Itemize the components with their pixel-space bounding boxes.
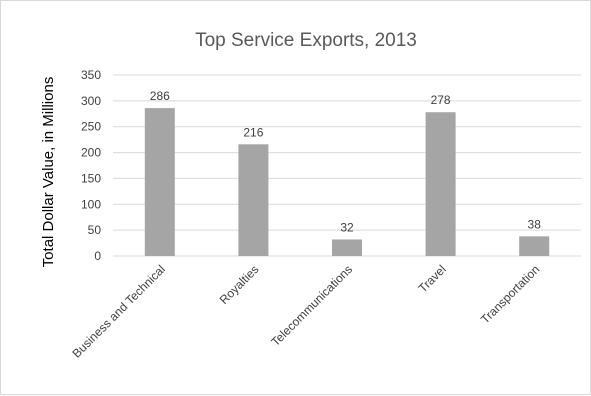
category-label: Business and Technical bbox=[69, 262, 167, 360]
bar bbox=[144, 108, 175, 257]
bar bbox=[519, 236, 550, 256]
category-labels: Business and Technical Royalties Telecommu… bbox=[69, 262, 542, 360]
bar-value-label: 38 bbox=[528, 217, 542, 231]
y-tick-label: 50 bbox=[88, 223, 102, 237]
y-tick-label: 150 bbox=[81, 171, 101, 185]
data-labels: 286 216 32 278 38 bbox=[150, 89, 541, 234]
y-axis-ticks: 0 50 100 150 200 250 300 350 bbox=[81, 68, 101, 263]
y-tick-label: 350 bbox=[81, 68, 101, 82]
y-tick-label: 0 bbox=[94, 249, 101, 263]
bar bbox=[332, 239, 362, 256]
y-tick-label: 250 bbox=[81, 120, 101, 134]
y-tick-label: 200 bbox=[81, 146, 101, 160]
gridlines bbox=[113, 74, 581, 257]
category-label: Royalties bbox=[217, 262, 262, 307]
category-label: Transportation bbox=[478, 262, 542, 326]
bars bbox=[144, 108, 550, 257]
y-axis-title: Total Dollar Value, in Millions bbox=[40, 77, 57, 268]
y-tick-label: 100 bbox=[81, 197, 101, 211]
bar bbox=[425, 112, 456, 256]
bar-value-label: 32 bbox=[340, 220, 354, 234]
bar bbox=[238, 144, 269, 256]
category-label: Travel bbox=[416, 262, 449, 295]
bar-value-label: 286 bbox=[150, 89, 170, 103]
bar-value-label: 278 bbox=[431, 93, 451, 107]
chart-title: Top Service Exports, 2013 bbox=[195, 30, 417, 51]
y-tick-label: 300 bbox=[81, 94, 101, 108]
bar-value-label: 216 bbox=[243, 125, 263, 139]
category-label: Telecommunications bbox=[268, 262, 355, 349]
